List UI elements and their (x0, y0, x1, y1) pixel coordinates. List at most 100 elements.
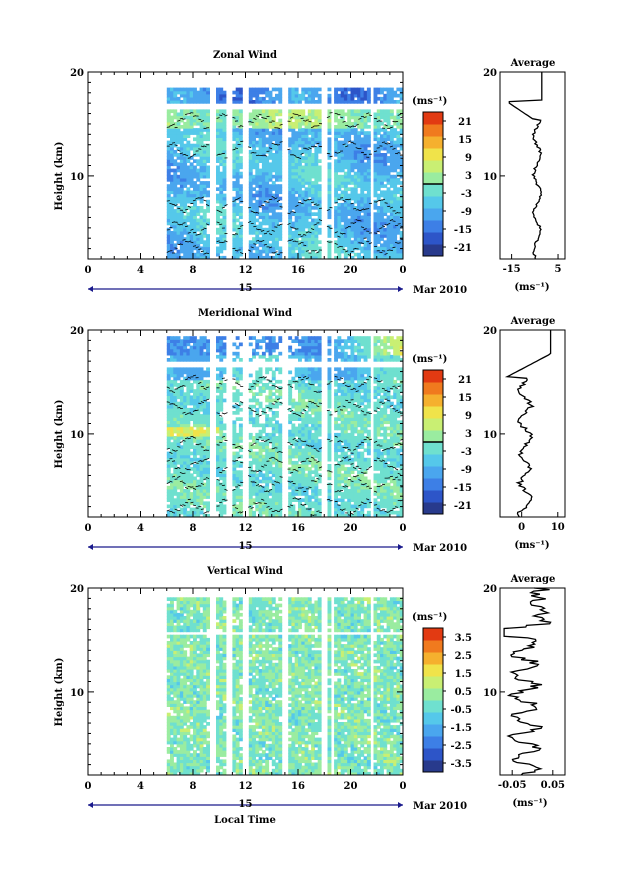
heatmap-cell (393, 134, 398, 138)
heatmap-cell (170, 90, 174, 95)
heatmap-cell (166, 489, 171, 493)
heatmap-cell (373, 215, 378, 220)
heatmap-cell (248, 140, 253, 145)
heatmap-cell (304, 193, 309, 198)
heatmap-cell (176, 442, 181, 446)
heatmap-cell (238, 401, 243, 406)
heatmap-cell (193, 196, 197, 201)
heatmap-cell (334, 451, 338, 456)
heatmap-cell (235, 504, 240, 509)
heatmap-cell (396, 149, 401, 154)
heatmap-cell (298, 218, 302, 223)
heatmap-cell (179, 249, 184, 254)
heatmap-cell (343, 485, 348, 490)
heatmap-cell (307, 237, 312, 241)
heatmap-cell (170, 479, 174, 484)
heatmap-cell (189, 492, 194, 496)
heatmap-cell (265, 436, 270, 440)
heatmap-cell (337, 224, 342, 229)
heatmap-cell (265, 492, 270, 496)
heatmap-cell (179, 423, 184, 428)
heatmap-cell (291, 448, 296, 453)
heatmap-cell (232, 457, 237, 462)
heatmap-cell (173, 420, 178, 425)
heatmap-cell (373, 243, 378, 248)
heatmap-cell (291, 171, 296, 176)
heatmap-cell (298, 184, 302, 188)
heatmap-cell (193, 246, 197, 251)
heatmap-cell (291, 96, 296, 101)
heatmap-cell (258, 174, 263, 179)
heatmap-cell (252, 439, 256, 443)
heatmap-cell (196, 93, 201, 98)
heatmap-cell (301, 432, 306, 437)
heatmap-cell (183, 495, 188, 499)
heatmap-cell (173, 345, 178, 350)
heatmap-cell (288, 237, 293, 241)
heatmap-cell (311, 252, 315, 257)
heatmap-cell (189, 476, 194, 481)
heatmap-cell (179, 196, 184, 201)
heatmap-cell (389, 100, 394, 104)
heatmap-cell (343, 146, 348, 151)
heatmap-cell (265, 190, 270, 195)
heatmap-cell (173, 243, 178, 248)
heatmap-cell (373, 143, 378, 148)
heatmap-cell (350, 193, 355, 198)
heatmap-cell (393, 184, 398, 188)
heatmap-cell (173, 224, 178, 229)
heatmap-cell (291, 513, 296, 517)
heatmap-cell (343, 373, 348, 378)
heatmap-cell (311, 470, 315, 474)
heatmap-cell (334, 153, 338, 157)
heatmap-cell (189, 373, 194, 378)
heatmap-cell (327, 454, 332, 459)
heatmap-cell (219, 187, 224, 191)
heatmap-cell (301, 87, 306, 92)
heatmap-cell (222, 181, 227, 185)
heatmap-cell (380, 165, 384, 170)
heatmap-cell (294, 181, 299, 185)
heatmap-cell (347, 143, 352, 148)
heatmap-cell (258, 460, 263, 465)
heatmap-cell (304, 131, 309, 135)
heatmap-cell (327, 420, 332, 425)
heatmap-cell (261, 407, 266, 412)
heatmap-cell (258, 215, 263, 220)
heatmap-cell (166, 398, 171, 403)
heatmap-cell (288, 118, 293, 123)
heatmap-cell (261, 231, 266, 235)
heatmap-cell (173, 187, 178, 191)
heatmap-cell (311, 476, 315, 481)
heatmap-cell (179, 153, 184, 157)
heatmap-cell (193, 336, 197, 340)
heatmap-cell (216, 165, 220, 170)
heatmap-cell (340, 401, 345, 406)
heatmap-cell (353, 149, 358, 154)
heatmap-cell (248, 227, 253, 232)
heatmap-cell (179, 507, 184, 512)
heatmap-cell (268, 162, 273, 167)
heatmap-cell (170, 178, 174, 182)
heatmap-cell (337, 401, 342, 406)
heatmap-cell (173, 464, 178, 468)
heatmap-cell (189, 445, 194, 449)
colorbar-unit: (ms⁻¹) (412, 96, 447, 107)
heatmap-cell (360, 165, 365, 170)
heatmap-cell (222, 146, 227, 151)
heatmap-cell (294, 252, 299, 257)
heatmap-cell (196, 249, 201, 254)
heatmap-cell (255, 457, 260, 462)
heatmap-cell (288, 109, 293, 114)
heatmap-cell (216, 146, 220, 151)
heatmap-cell (166, 121, 171, 126)
heatmap-cell (183, 190, 188, 195)
heatmap-cell (193, 224, 197, 229)
heatmap-cell (275, 231, 279, 235)
heatmap-cell (186, 495, 191, 499)
heatmap-cell (186, 193, 191, 198)
heatmap-cell (252, 140, 256, 145)
heatmap-cell (268, 96, 273, 101)
heatmap-cell (235, 495, 240, 499)
heatmap-cell (327, 470, 332, 474)
